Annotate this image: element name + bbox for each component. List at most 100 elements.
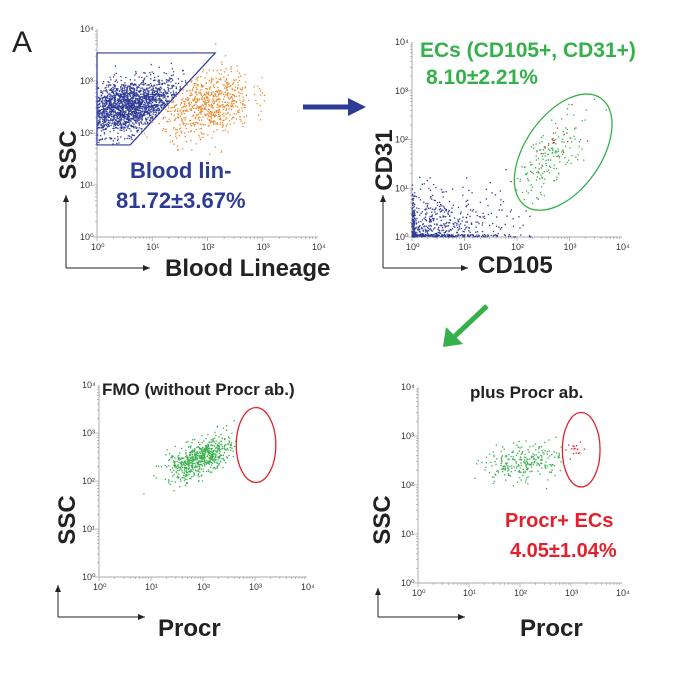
fmo-event-event xyxy=(197,480,200,482)
blood-lin-negative-event xyxy=(141,87,144,89)
blood-lin-positive-event xyxy=(201,86,203,88)
procr-negative-ec-event xyxy=(544,441,546,444)
blood-lin-negative-event xyxy=(132,96,134,99)
blood-lin-negative-event xyxy=(99,98,101,100)
procr-negative-ec-event xyxy=(512,442,515,444)
blood-lin-negative-event xyxy=(135,108,137,111)
fmo-event-event xyxy=(189,477,191,480)
blood-lin-negative-event xyxy=(108,100,110,103)
fmo-event-event xyxy=(199,447,202,450)
blood-lin-negative-event xyxy=(135,117,137,120)
blood-lin-negative-event xyxy=(108,102,110,105)
blood-lin-negative-event xyxy=(171,96,174,98)
cd105-negative-event xyxy=(460,227,462,230)
endothelial-cell-event xyxy=(541,165,544,167)
blood-lin-negative-event xyxy=(113,102,115,104)
fmo-event-event xyxy=(210,439,212,441)
blood-lin-negative-event xyxy=(144,96,147,99)
cd105-negative-event xyxy=(411,198,413,201)
fmo-event-event xyxy=(226,457,228,459)
fmo-event-event xyxy=(184,467,186,470)
blood-lin-negative-event xyxy=(116,115,119,118)
blood-lin-positive-event xyxy=(172,106,174,108)
cd105-negative-event xyxy=(412,216,414,218)
fmo-event-event xyxy=(193,472,195,474)
blood-lin-negative-event xyxy=(130,109,132,111)
blood-lin-negative-event xyxy=(149,109,151,111)
blood-lin-negative-event xyxy=(130,120,132,122)
procr-negative-ec-event xyxy=(494,473,496,475)
procr-negative-ec-event xyxy=(519,467,521,469)
blood-lin-positive-event xyxy=(192,114,195,116)
blood-lin-negative-event xyxy=(119,119,121,121)
blood-lin-negative-event xyxy=(117,138,119,140)
cd105-negative-event xyxy=(456,231,458,234)
fmo-event-event xyxy=(229,444,232,446)
blood-lin-negative-event xyxy=(134,121,137,123)
blood-lin-negative-event xyxy=(150,103,152,105)
endothelial-cell-event xyxy=(570,141,573,143)
fmo-event-event xyxy=(179,458,182,460)
blood-lin-positive-event xyxy=(193,125,195,127)
blood-lin-negative-event xyxy=(144,72,146,74)
fmo-event-event xyxy=(183,461,185,464)
procr-negative-ec-event xyxy=(508,454,510,456)
cd105-negative-event xyxy=(437,235,439,237)
blood-lin-negative-event xyxy=(105,124,107,126)
blood-lin-negative-event xyxy=(147,113,149,115)
blood-lin-negative-event xyxy=(140,103,143,106)
fmo-event-event xyxy=(220,443,223,446)
blood-lin-positive-event xyxy=(227,112,229,115)
blood-lin-positive-event xyxy=(203,97,206,99)
blood-lin-negative-event xyxy=(108,106,110,108)
blood-lin-negative-event xyxy=(118,120,121,123)
blood-lin-positive-event xyxy=(219,93,221,95)
blood-lin-positive-event xyxy=(190,81,192,83)
fmo-event-event xyxy=(228,441,230,444)
fmo-event-event xyxy=(208,470,210,473)
procr-negative-ec-event xyxy=(519,447,521,449)
blood-lin-positive-event xyxy=(190,140,192,142)
blood-lin-negative-event xyxy=(119,106,122,109)
procr-negative-ec-event xyxy=(535,448,537,451)
blood-lin-positive-event xyxy=(232,94,234,96)
blood-lin-positive-event xyxy=(207,134,209,136)
procr-negative-ec-event xyxy=(501,455,504,457)
blood-lin-negative-event xyxy=(142,105,144,108)
cd105-negative-event xyxy=(471,192,473,194)
blood-lin-negative-event xyxy=(148,115,151,117)
blood-lin-negative-event xyxy=(117,88,119,90)
blood-lin-negative-event xyxy=(121,114,123,117)
procr-negative-ec-event xyxy=(524,472,526,474)
blood-lin-positive-event xyxy=(177,113,179,115)
cd105-negative-event xyxy=(413,234,415,236)
blood-lin-negative-event xyxy=(122,110,124,112)
blood-lin-negative-event xyxy=(134,97,137,99)
fmo-event-event xyxy=(185,470,188,472)
blood-lin-negative-event xyxy=(141,99,143,101)
fmo-event-event xyxy=(201,459,203,461)
blood-lin-positive-event xyxy=(244,87,246,89)
fmo-event-event xyxy=(201,452,203,454)
blood-lin-negative-event xyxy=(121,127,123,130)
blood-lin-positive-event xyxy=(206,72,208,74)
blood-lin-positive-event xyxy=(225,125,227,127)
blood-lin-negative-event xyxy=(139,102,142,104)
blood-lin-positive-event xyxy=(213,95,215,98)
cd105-negative-event xyxy=(446,233,448,235)
fmo-event-event xyxy=(231,432,233,434)
endothelial-cell-event xyxy=(546,170,548,172)
blood-lin-negative-event xyxy=(173,93,176,95)
procr-negative-ec-event xyxy=(537,470,539,472)
cd105-negative-event xyxy=(466,235,469,237)
procr-negative-ec-event xyxy=(532,456,535,458)
blood-lin-positive-event xyxy=(196,114,198,116)
fmo-event-event xyxy=(209,460,211,463)
blood-lin-positive-event xyxy=(202,69,205,71)
blood-lin-positive-event xyxy=(235,113,237,115)
blood-lin-positive-event xyxy=(199,123,202,126)
fmo-event-event xyxy=(212,467,215,469)
cd105-negative-event xyxy=(439,203,442,206)
blood-lin-negative-event xyxy=(116,142,118,145)
fmo-event-event xyxy=(230,449,232,452)
